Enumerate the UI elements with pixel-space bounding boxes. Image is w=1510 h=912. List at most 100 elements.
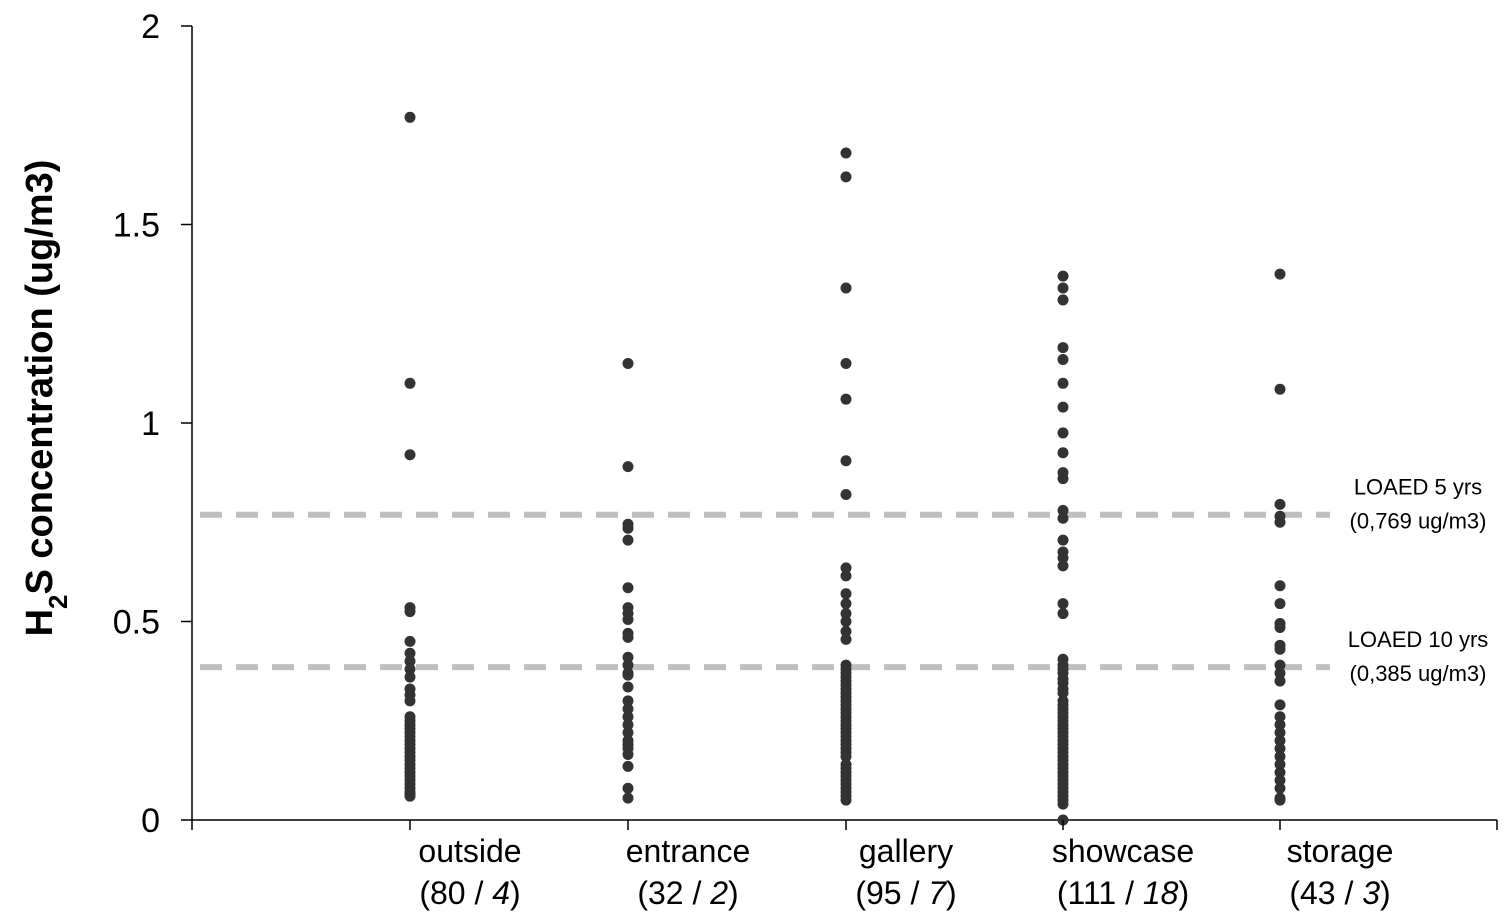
data-point [404,606,416,618]
count-above: 18 [1143,875,1179,911]
data-point [622,748,634,760]
category-label: showcase [1052,833,1194,869]
y-axis-label-suffix: S concentration (ug/m3) [19,160,61,595]
data-point [840,570,852,582]
data-point [1057,512,1069,524]
data-point [1057,270,1069,282]
data-point [1274,516,1286,528]
data-point [622,792,634,804]
data-point [840,171,852,183]
data-point [622,681,634,693]
y-tick-label: 0.5 [113,604,160,642]
data-point [622,357,634,369]
data-point [404,111,416,123]
data-point [1274,719,1286,731]
count-open: (80 / [419,875,492,911]
y-tick-label: 1.5 [113,207,160,245]
data-point [622,651,634,663]
data-point [1274,580,1286,592]
data-point [1274,598,1286,610]
reference-lines: LOAED 5 yrs (0,769 ug/m3) LOAED 10 yrs (0,3… [200,475,1488,686]
data-point [404,377,416,389]
data-point [1057,294,1069,306]
reference-label-line1: LOAED 5 yrs [1354,475,1482,500]
count-close: ) [510,875,521,911]
data-point [1274,667,1286,679]
y-ticks: 0 0.5 1 1.5 2 [113,8,192,840]
category-label: gallery [859,833,953,869]
data-point [840,625,852,637]
data-point [840,616,852,627]
data-point [1274,782,1286,794]
data-point [404,671,416,683]
data-point [1057,598,1069,610]
data-point [840,633,852,645]
data-point [1057,504,1069,516]
data-point [622,631,634,643]
category-count: (95 / 7) [855,875,956,911]
data-point [1057,377,1069,389]
data-point [1057,552,1069,564]
reference-label-line2: (0,385 ug/m3) [1350,661,1487,686]
data-point [1057,560,1069,572]
data-point [1274,383,1286,395]
data-point [622,534,634,546]
data-point [1274,675,1286,687]
data-point [840,357,852,369]
count-open: (95 / [855,875,928,911]
data-point [1057,353,1069,365]
data-point [1274,711,1286,723]
category-label: storage [1287,833,1394,869]
data-point [1274,774,1286,786]
data-point [622,582,634,594]
data-point [404,449,416,461]
count-open: (111 / [1057,875,1143,911]
data-point [404,655,416,667]
category-count: (111 / 18) [1057,875,1189,911]
data-point [622,711,634,723]
y-axis-label-prefix: H [19,609,61,636]
data-point [1274,643,1286,655]
data-point [840,147,852,159]
data-point [1057,282,1069,294]
y-tick-label: 1 [141,405,160,443]
data-point [1274,750,1286,762]
data-point [1274,498,1286,510]
data-point [622,659,634,671]
count-above: 4 [492,875,510,911]
count-open: (43 / [1289,875,1362,911]
data-point [1274,699,1286,711]
data-point [1274,268,1286,280]
data-point [1057,608,1069,620]
data-point [840,393,852,405]
data-point [1057,447,1069,459]
data-point [1274,743,1286,755]
data-point [840,588,852,600]
count-open: (32 / [637,875,710,911]
data-point [840,562,852,574]
data-point [622,703,634,715]
count-close: ) [1380,875,1391,911]
data-point [1057,342,1069,354]
data-point [1274,766,1286,778]
y-axis-label-subscript: 2 [43,595,73,609]
data-point [840,750,852,762]
count-close: ) [1178,875,1189,911]
data-point [404,790,416,802]
data-point [1057,473,1069,485]
data-point [622,760,634,772]
data-point [1057,687,1069,699]
data-point [1274,758,1286,770]
data-point [622,522,634,534]
category-count: (43 / 3) [1289,875,1390,911]
data-point [1057,798,1069,810]
data-point [840,455,852,467]
count-close: ) [946,875,957,911]
data-points [404,111,1286,826]
data-point [1274,727,1286,739]
y-tick-label: 0 [141,802,160,840]
data-point [1057,534,1069,546]
data-point [622,695,634,707]
y-axis-label: H2S concentration (ug/m3) [19,160,73,637]
